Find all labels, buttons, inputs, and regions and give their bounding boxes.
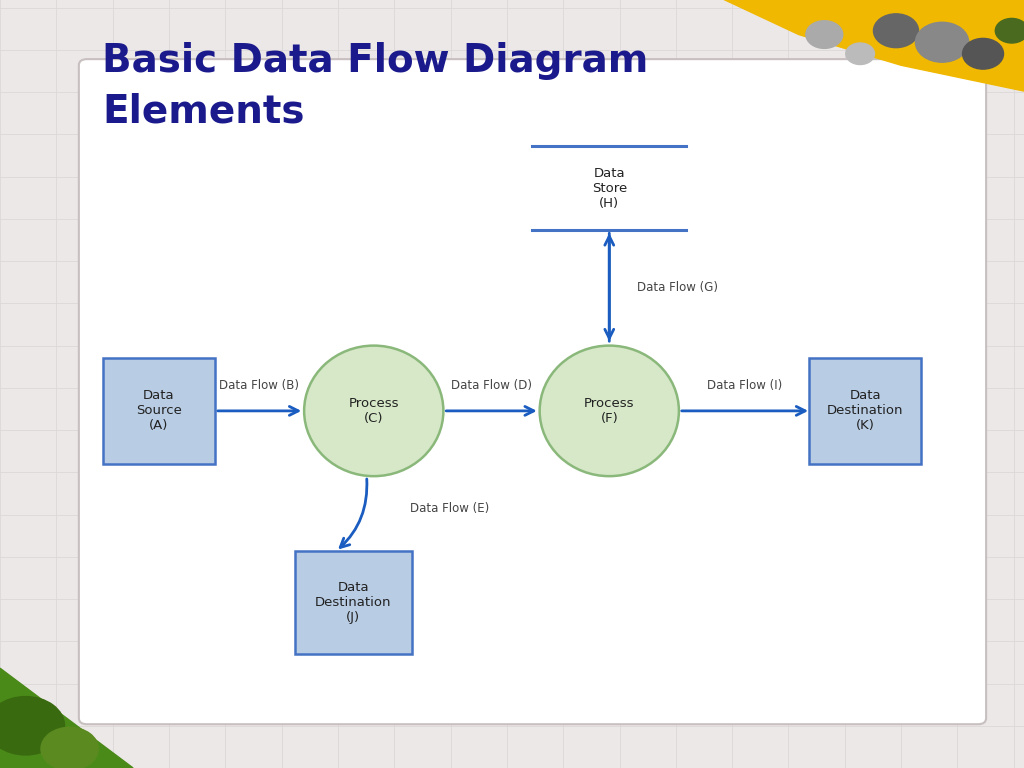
Polygon shape bbox=[717, 0, 1024, 92]
Text: Process
(F): Process (F) bbox=[584, 397, 635, 425]
Circle shape bbox=[873, 14, 919, 48]
Text: Data Flow (I): Data Flow (I) bbox=[707, 379, 782, 392]
Circle shape bbox=[41, 727, 98, 768]
FancyBboxPatch shape bbox=[79, 59, 986, 724]
Polygon shape bbox=[0, 668, 133, 768]
Circle shape bbox=[846, 43, 874, 65]
Ellipse shape bbox=[304, 346, 443, 476]
Text: Data Flow (E): Data Flow (E) bbox=[410, 502, 488, 515]
Text: Data
Destination
(J): Data Destination (J) bbox=[315, 581, 391, 624]
Text: Data Flow (D): Data Flow (D) bbox=[451, 379, 532, 392]
Text: Basic Data Flow Diagram: Basic Data Flow Diagram bbox=[102, 42, 649, 80]
Text: Process
(C): Process (C) bbox=[348, 397, 399, 425]
FancyBboxPatch shape bbox=[295, 551, 412, 654]
Circle shape bbox=[915, 22, 969, 62]
Circle shape bbox=[963, 38, 1004, 69]
Text: Elements: Elements bbox=[102, 92, 305, 130]
Ellipse shape bbox=[540, 346, 679, 476]
Text: Data Flow (B): Data Flow (B) bbox=[219, 379, 299, 392]
FancyBboxPatch shape bbox=[809, 358, 922, 464]
Text: Data
Store
(H): Data Store (H) bbox=[592, 167, 627, 210]
Circle shape bbox=[0, 697, 65, 755]
Text: Data
Destination
(K): Data Destination (K) bbox=[827, 389, 903, 432]
Text: Data
Source
(A): Data Source (A) bbox=[136, 389, 181, 432]
Text: Data Flow (G): Data Flow (G) bbox=[637, 281, 718, 293]
Circle shape bbox=[995, 18, 1024, 43]
Circle shape bbox=[806, 21, 843, 48]
FancyBboxPatch shape bbox=[102, 358, 215, 464]
